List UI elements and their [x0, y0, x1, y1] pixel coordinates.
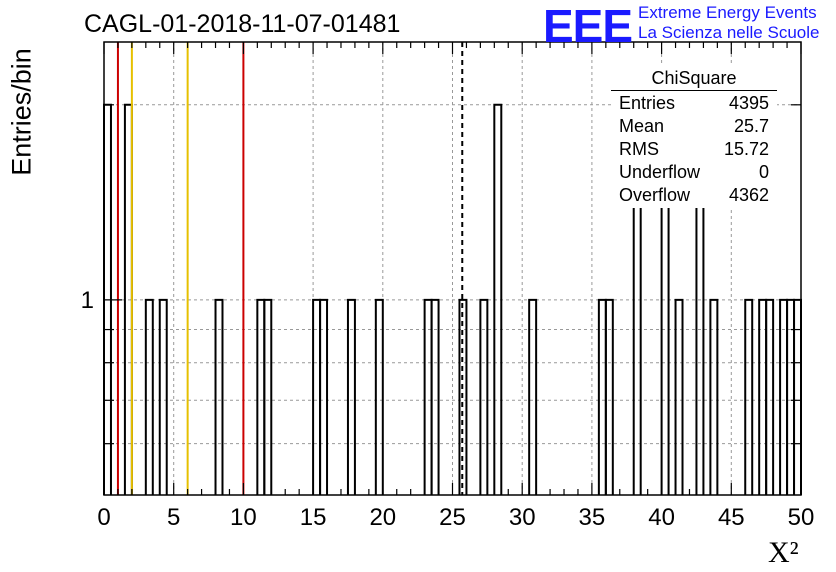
stats-value: 4395	[728, 93, 769, 113]
x-tick-label: 10	[230, 504, 257, 531]
x-tick-label: 25	[439, 504, 466, 531]
histogram-bin	[479, 298, 489, 495]
stats-row-mean: Mean 25.7	[619, 116, 769, 137]
stats-label: Overflow	[619, 185, 691, 205]
stats-box: ChiSquare Entries 4395 Mean 25.7 RMS 15.…	[611, 66, 777, 208]
histogram-bin	[144, 298, 154, 495]
histogram-bin	[765, 298, 775, 495]
x-tick-label: 45	[718, 504, 745, 531]
x-tick-label: 50	[788, 504, 815, 531]
eee-logo: EEE	[543, 0, 633, 52]
stats-value: 15.72	[723, 139, 769, 159]
histogram-bin	[493, 103, 503, 495]
stats-title: ChiSquare	[651, 68, 737, 88]
logo-line-2: La Scienza nelle Scuole	[638, 23, 820, 42]
histogram-bin	[263, 298, 273, 495]
histogram-bin	[674, 298, 684, 495]
x-tick-label: 30	[509, 504, 536, 531]
histogram-bin	[604, 298, 614, 495]
stats-row-entries: Entries 4395	[619, 93, 769, 114]
stats-label: RMS	[619, 139, 659, 159]
x-tick-label: 0	[97, 504, 110, 531]
histogram-bin	[214, 298, 224, 495]
histogram-bin	[430, 298, 440, 495]
page-title: CAGL-01-2018-11-07-01481	[84, 10, 401, 38]
stats-label: Entries	[619, 93, 676, 113]
histogram-bin	[319, 298, 329, 495]
stats-value: 4362	[728, 185, 769, 205]
stats-divider	[611, 90, 777, 91]
y-axis-label: Entries/bin	[6, 48, 37, 176]
stats-row-rms: RMS 15.72	[619, 139, 769, 160]
stats-label: Mean	[619, 116, 665, 136]
x-tick-label: 20	[369, 504, 396, 531]
histogram-bin	[374, 298, 384, 495]
histogram-bin	[709, 298, 719, 495]
x-tick-label: 35	[579, 504, 606, 531]
histogram-bin	[346, 298, 356, 495]
stats-value: 25.7	[733, 116, 769, 136]
histogram-bin	[744, 298, 754, 495]
logo-line-1: Extreme Energy Events	[638, 3, 817, 22]
stats-row-overflow: Overflow 4362	[619, 185, 769, 206]
histogram-bin	[528, 298, 538, 495]
x-tick-label: 5	[167, 504, 180, 531]
stats-label: Underflow	[619, 162, 701, 182]
stats-value: 0	[758, 162, 769, 182]
x-tick-label: 40	[648, 504, 675, 531]
y-tick-label: 1	[81, 287, 94, 314]
stats-row-underflow: Underflow 0	[619, 162, 769, 183]
histogram-bin	[158, 298, 168, 495]
histogram-bin	[458, 298, 468, 495]
x-tick-label: 15	[300, 504, 327, 531]
x-axis-label: X²	[768, 536, 799, 569]
